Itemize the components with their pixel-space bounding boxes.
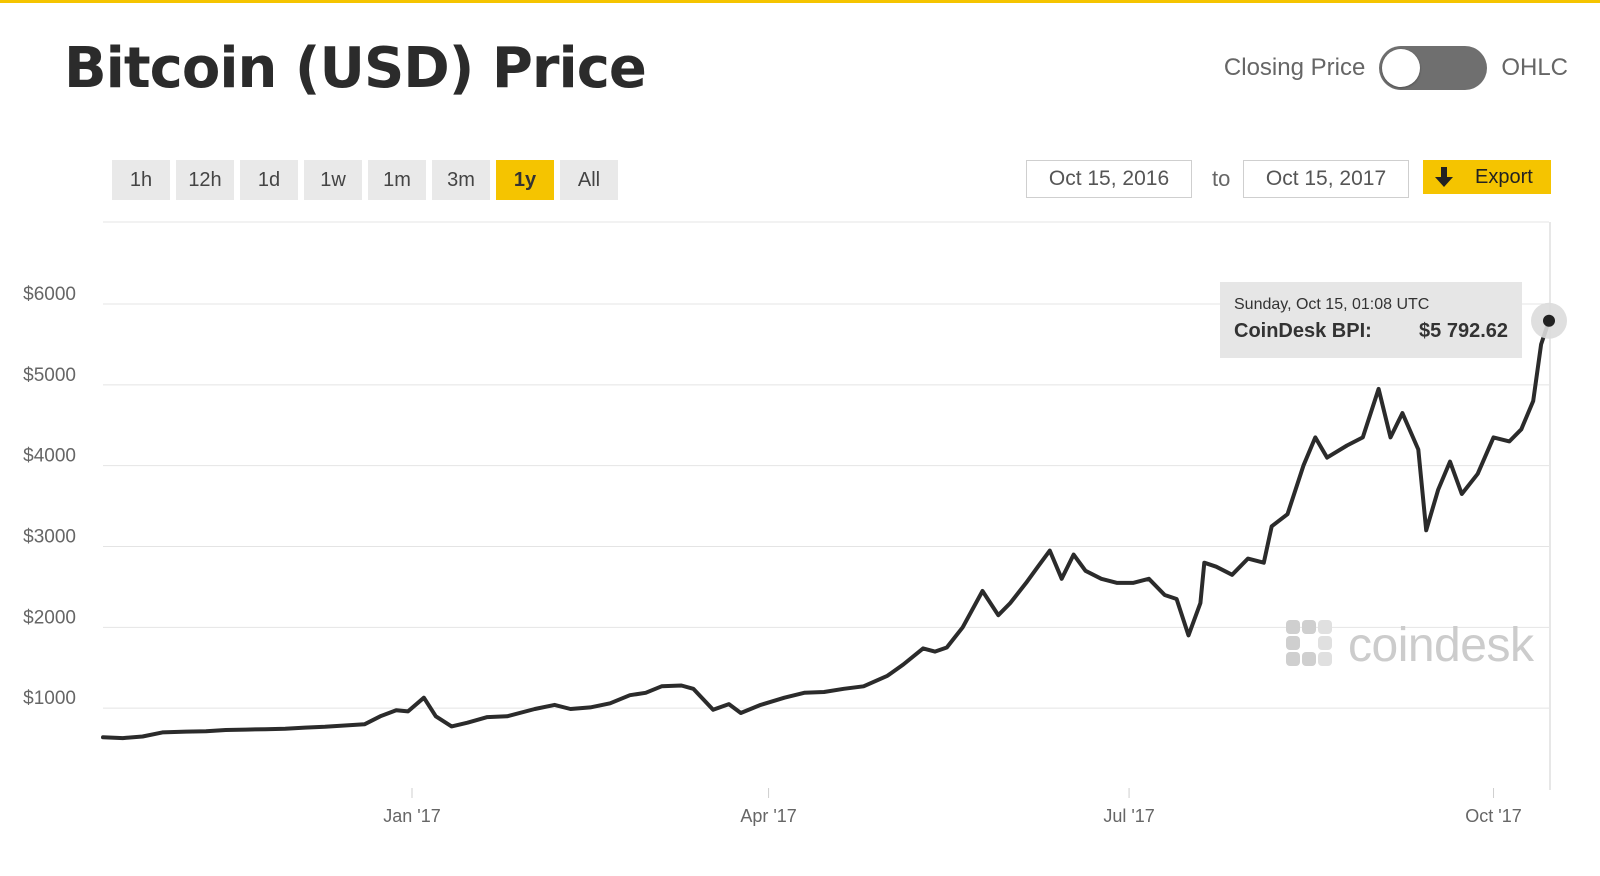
range-button-1y[interactable]: 1y (496, 160, 554, 200)
ohlc-label: OHLC (1501, 54, 1568, 81)
price-line (101, 318, 1551, 741)
y-tick-label: $4000 (23, 446, 76, 467)
y-tick-label: $5000 (23, 365, 76, 386)
range-button-3m[interactable]: 3m (432, 160, 490, 200)
x-tick-label: Jul '17 (1103, 806, 1154, 826)
closing-ohlc-switch[interactable] (1379, 46, 1488, 90)
time-range-buttons: 1h 12h 1d 1w 1m 3m 1y All (112, 160, 624, 200)
range-button-1d[interactable]: 1d (240, 160, 298, 200)
coindesk-logo-icon (1284, 618, 1334, 673)
y-tick-label: $2000 (23, 607, 76, 628)
tooltip-value: $5 792.62 (1419, 320, 1508, 342)
export-button[interactable]: Export (1423, 160, 1551, 194)
tooltip-label: CoinDesk BPI: (1234, 320, 1372, 342)
download-arrow-icon (1433, 166, 1455, 188)
tooltip-date: Sunday, Oct 15, 01:08 UTC (1234, 296, 1430, 313)
watermark-text: coindesk (1348, 619, 1534, 672)
export-label: Export (1475, 165, 1533, 188)
x-tick-label: Jan '17 (383, 806, 440, 826)
accent-top-bar (0, 0, 1600, 3)
hover-point (1543, 314, 1555, 327)
range-button-1h[interactable]: 1h (112, 160, 170, 200)
switch-knob (1382, 49, 1421, 87)
x-tick-label: Oct '17 (1465, 806, 1521, 826)
range-button-1w[interactable]: 1w (304, 160, 362, 200)
x-tick-label: Apr '17 (740, 806, 796, 826)
y-tick-label: $1000 (23, 688, 76, 709)
range-button-1m[interactable]: 1m (368, 160, 426, 200)
closing-price-label: Closing Price (1223, 54, 1366, 81)
series-layer (101, 302, 1567, 741)
date-to-separator: to (1212, 166, 1231, 191)
range-button-all[interactable]: All (560, 160, 618, 200)
tooltip-row: CoinDesk BPI: $5 792.62 (1234, 320, 1508, 343)
range-button-12h[interactable]: 12h (176, 160, 234, 200)
y-tick-label: $3000 (23, 527, 76, 548)
date-from-input[interactable] (1026, 160, 1192, 198)
y-tick-label: $6000 (23, 284, 76, 305)
date-to-input[interactable] (1243, 160, 1409, 198)
page-title: Bitcoin (USD) Price (64, 36, 647, 101)
price-type-toggle: Closing Price OHLC (1224, 46, 1568, 90)
price-tooltip: Sunday, Oct 15, 01:08 UTC CoinDesk BPI: … (1220, 282, 1522, 358)
coindesk-watermark: coindesk (1284, 618, 1534, 673)
axes: $1000 $2000 $3000 $4000 $5000 $6000 Jan '17 Apr… (23, 284, 1522, 826)
